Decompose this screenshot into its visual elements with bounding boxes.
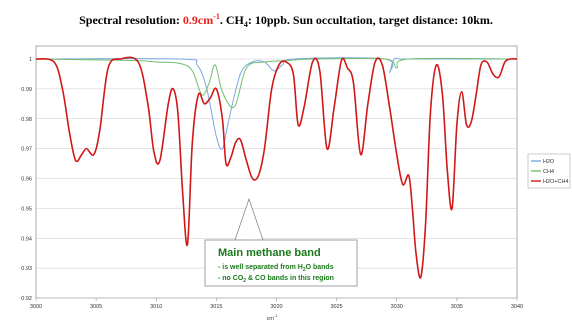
legend-label: H2O: [543, 159, 555, 165]
y-tick-label: 0.94: [21, 236, 32, 242]
x-tick-label: 3030: [391, 304, 403, 310]
title-ch4-subscript: 4: [244, 20, 248, 29]
y-tick-label: 0.98: [21, 117, 32, 123]
x-axis-label-exponent: -1: [274, 313, 278, 318]
title-resolution-label: Spectral resolution:: [79, 13, 183, 27]
x-tick-label: 3035: [451, 304, 463, 310]
legend-label: CH4: [543, 169, 554, 175]
x-tick-label: 3015: [210, 304, 222, 310]
x-tick-label: 3040: [511, 304, 523, 310]
y-tick-label: 0.92: [21, 296, 32, 302]
x-tick-label: 3020: [270, 304, 282, 310]
title-ch4-prefix: . CH: [220, 13, 245, 27]
annotation-line-1-text: - is well separated from H: [218, 264, 303, 271]
annotation-line-2-sub: 2: [243, 278, 246, 284]
annotation-line-2-end: & CO bands in this region: [246, 275, 334, 282]
annotation-line-2: - no CO2 & CO bands in this region: [218, 275, 334, 284]
x-tick-label: 3010: [150, 304, 162, 310]
annotation-line-1-sub: 2: [303, 267, 306, 273]
title-resolution-value: 0.9cm: [183, 13, 213, 27]
y-tick-label: 0.99: [21, 87, 32, 93]
annotation-line-1: - is well separated from H2O bands: [218, 264, 334, 273]
x-tick-label: 3000: [30, 304, 42, 310]
x-tick-label: 3025: [331, 304, 343, 310]
title-ch4-suffix: : 10ppb. Sun occultation, target distanc…: [248, 13, 493, 27]
annotation-title: Main methane band: [218, 247, 321, 259]
annotation-line-2-text: - no CO: [218, 275, 244, 282]
y-tick-label: 0.96: [21, 177, 32, 183]
x-axis-label-text: cm: [267, 316, 275, 322]
annotation-box: [204, 239, 358, 287]
y-tick-label: 0.97: [21, 147, 32, 153]
x-axis-label: cm-1: [267, 313, 279, 322]
series-line-1: [35, 57, 518, 109]
x-tick-label: 3005: [90, 304, 102, 310]
annotation-arrow: [234, 197, 264, 247]
legend-label: H2O+CH4: [543, 179, 569, 185]
series-line-2: [35, 56, 518, 279]
y-tick-label: 0.95: [21, 206, 32, 212]
annotation-line-1-end: O bands: [306, 264, 334, 271]
y-tick-label: 1: [29, 57, 32, 63]
y-tick-label: 0.93: [21, 266, 32, 272]
chart-title: Spectral resolution: 0.9cm-1. CH4: 10ppb…: [79, 12, 493, 29]
series-line-0: [35, 57, 517, 150]
title-resolution-exponent: -1: [213, 12, 220, 21]
